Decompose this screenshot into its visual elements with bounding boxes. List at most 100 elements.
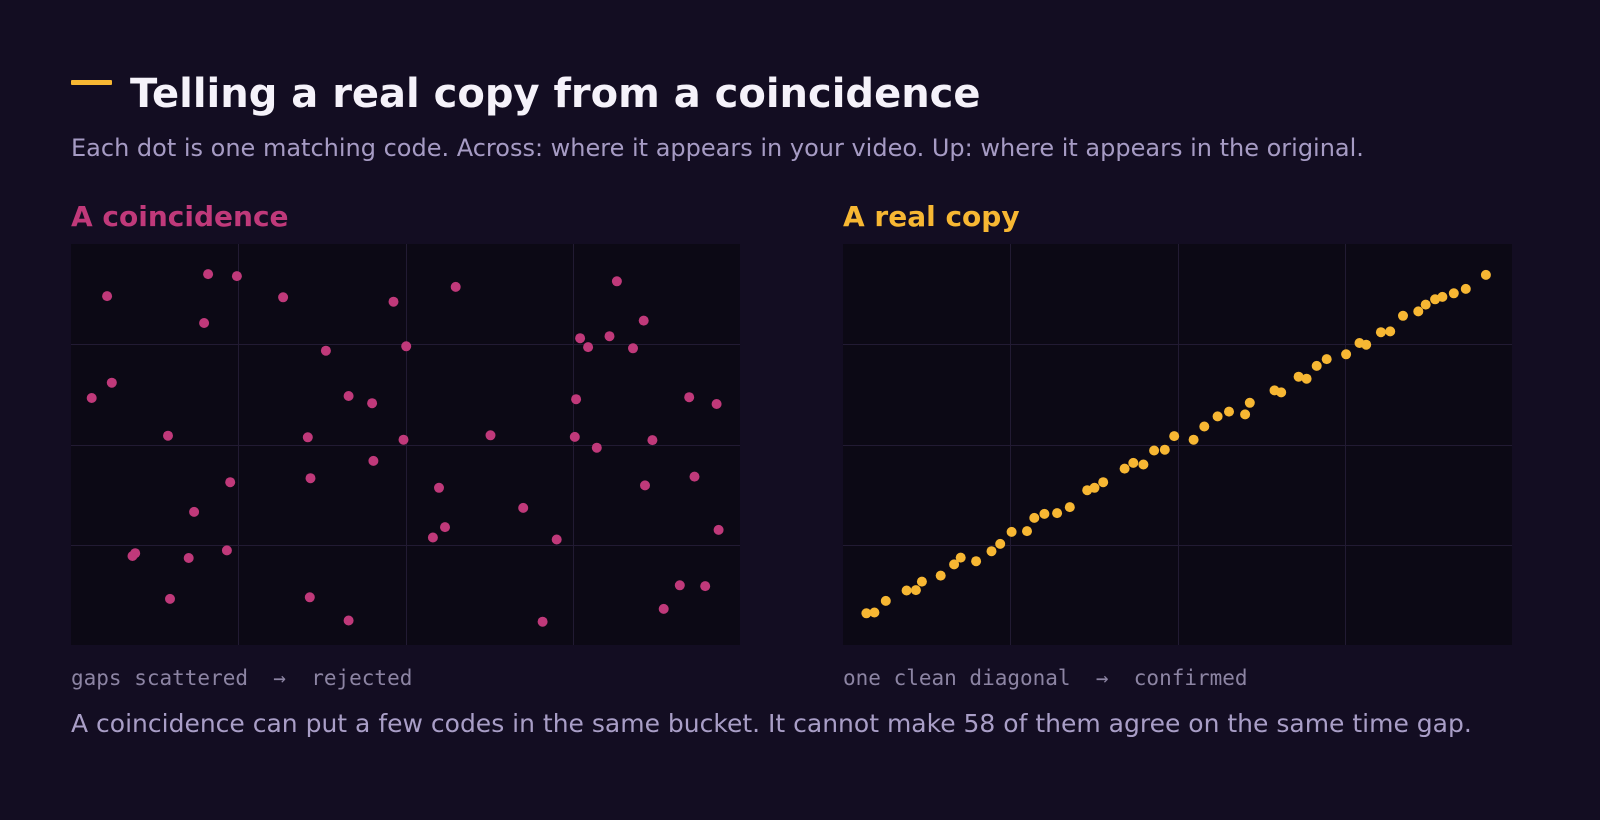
scatter-point (203, 269, 214, 280)
scatter-point (658, 603, 669, 614)
scatter-point (1212, 411, 1223, 422)
scatter-point (401, 341, 412, 352)
scatter-point (611, 276, 622, 287)
scatter-point (571, 394, 582, 405)
scatter-point (1052, 508, 1063, 519)
scatter-point (861, 608, 872, 619)
scatter-point (305, 473, 316, 484)
scatter-point (1361, 339, 1372, 350)
scatter-point (628, 343, 638, 354)
scatter-point (1089, 482, 1100, 493)
scatter-point (955, 552, 966, 563)
scatter-point (1119, 463, 1130, 474)
scatter-point (640, 480, 650, 491)
scatter-point (1240, 409, 1251, 420)
scatter-point (163, 430, 173, 441)
scatter-point (302, 432, 313, 443)
scatter-point (165, 593, 175, 604)
scatter-point (935, 570, 946, 581)
coincidence-caption: gaps scattered → rejected (71, 666, 413, 690)
scatter-point (278, 292, 289, 303)
scatter-point (1448, 288, 1459, 299)
scatter-point (1169, 431, 1180, 442)
scatter-point (700, 581, 711, 592)
scatter-point (1321, 354, 1332, 365)
scatter-point (1029, 512, 1040, 523)
scatter-point (106, 377, 117, 388)
title-accent-bar (71, 80, 112, 85)
coincidence-plot (71, 244, 740, 645)
scatter-point (1149, 445, 1160, 456)
scatter-point (591, 442, 602, 453)
scatter-point (1276, 387, 1287, 398)
scatter-point (604, 331, 615, 342)
scatter-point (916, 576, 927, 587)
scatter-point (225, 477, 236, 488)
scatter-point (1437, 291, 1448, 302)
scatter-point (869, 607, 880, 618)
scatter-point (1480, 269, 1491, 280)
real-copy-plot (843, 244, 1512, 645)
page-subtitle: Each dot is one matching code. Across: w… (71, 134, 1364, 162)
scatter-point (684, 392, 695, 403)
scatter-point (711, 399, 722, 409)
scatter-point (388, 296, 399, 307)
scatter-point (1199, 421, 1210, 432)
real-copy-panel-title: A real copy (843, 200, 1020, 233)
scatter-point (689, 471, 700, 482)
page-title: Telling a real copy from a coincidence (130, 71, 981, 117)
scatter-point (1244, 397, 1255, 408)
scatter-point (1159, 444, 1170, 455)
scatter-point (1385, 326, 1396, 337)
scatter-point (1224, 406, 1234, 417)
scatter-point (901, 585, 912, 596)
scatter-point (1022, 526, 1032, 537)
scatter-point (189, 506, 200, 517)
scatter-point (86, 393, 97, 403)
scatter-point (583, 342, 594, 353)
scatter-point (674, 580, 685, 591)
scatter-point (343, 391, 354, 401)
scatter-point (638, 315, 649, 326)
scatter-point (1311, 360, 1322, 371)
plot-background (71, 244, 740, 645)
scatter-point (1039, 508, 1050, 519)
scatter-point (221, 545, 232, 556)
scatter-point (518, 502, 529, 513)
scatter-point (320, 345, 331, 356)
scatter-point (434, 482, 444, 493)
scatter-point (575, 333, 586, 344)
scatter-point (485, 430, 496, 441)
scatter-point (304, 592, 315, 603)
scatter-point (647, 435, 658, 446)
scatter-point (231, 271, 242, 282)
coincidence-panel-title: A coincidence (71, 200, 289, 233)
scatter-point (183, 553, 194, 563)
scatter-point (1301, 373, 1312, 384)
scatter-point (1341, 349, 1352, 360)
scatter-point (1098, 477, 1109, 488)
scatter-point (1128, 457, 1139, 468)
scatter-point (971, 556, 982, 567)
scatter-point (995, 538, 1006, 549)
real-copy-caption: one clean diagonal → confirmed (843, 666, 1248, 690)
scatter-point (450, 281, 461, 292)
scatter-point (1420, 299, 1431, 310)
scatter-point (537, 616, 548, 627)
scatter-point (1138, 459, 1149, 470)
scatter-point (1188, 434, 1199, 445)
scatter-point (1413, 306, 1424, 317)
scatter-point (1006, 526, 1017, 537)
scatter-point (551, 534, 562, 545)
scatter-point (569, 431, 580, 442)
plot-background (843, 244, 1512, 645)
scatter-point (1375, 327, 1386, 338)
scatter-point (1293, 371, 1304, 382)
scatter-point (398, 434, 409, 445)
footer-note: A coincidence can put a few codes in the… (71, 709, 1472, 738)
scatter-point (368, 455, 379, 466)
scatter-point (427, 532, 438, 543)
scatter-point (1460, 283, 1471, 294)
scatter-point (1064, 502, 1075, 513)
real-copy-scatter-chart (843, 244, 1512, 645)
